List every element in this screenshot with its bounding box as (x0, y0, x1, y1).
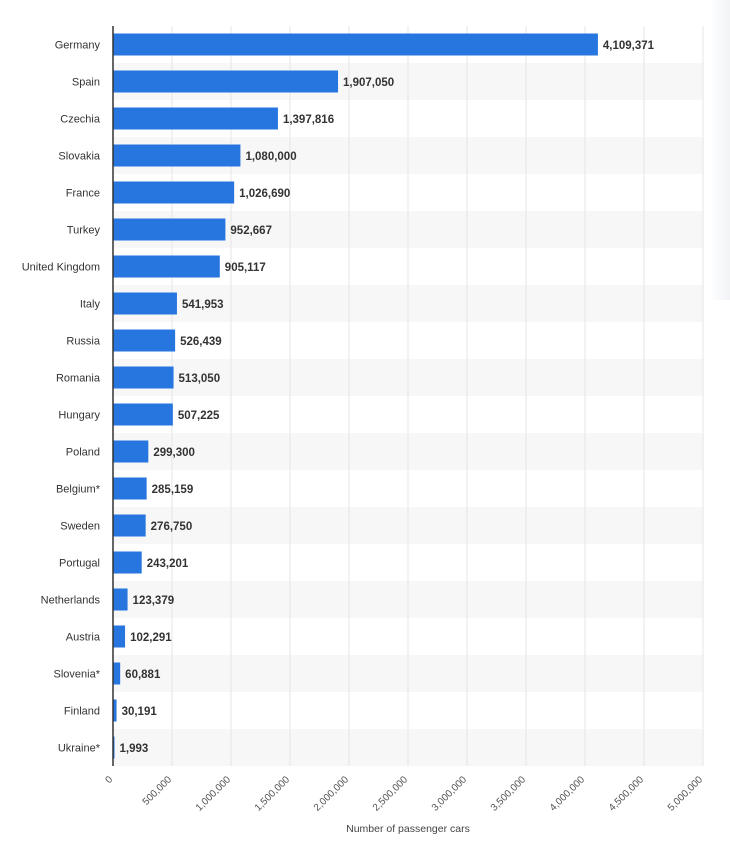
side-panel-edge (710, 0, 730, 300)
value-label: 1,026,690 (239, 188, 290, 200)
x-tick-label: 1,500,000 (253, 774, 293, 814)
value-label: 276,750 (151, 521, 193, 533)
category-labels: Germany Spain Czechia Slovakia France Turkey U… (22, 40, 101, 755)
value-label: 60,881 (125, 669, 161, 681)
category-label: Austria (66, 632, 101, 644)
category-label: Hungary (58, 410, 100, 422)
category-label: France (66, 188, 100, 200)
value-labels: 4,109,371 1,907,050 1,397,816 1,080,000 1,02… (120, 40, 655, 755)
category-label: Italy (80, 299, 101, 311)
bar-united-kingdom (113, 255, 220, 278)
value-label: 243,201 (147, 558, 189, 570)
category-label: Slovakia (58, 151, 100, 163)
bar-belgium- (113, 477, 147, 500)
category-label: Romania (56, 373, 101, 385)
x-tick-label: 0 (103, 774, 115, 786)
bar-russia (113, 329, 176, 352)
category-label: Poland (66, 447, 100, 459)
category-label: Portugal (59, 558, 100, 570)
category-label: Spain (72, 77, 100, 89)
x-tick-label: 3,000,000 (430, 774, 470, 814)
x-tick-label: 4,500,000 (607, 774, 647, 814)
bar-netherlands (113, 588, 128, 611)
bar-italy (113, 292, 177, 315)
category-label: United Kingdom (22, 262, 100, 274)
bar-spain (113, 70, 339, 93)
x-tick-label: 5,000,000 (666, 774, 706, 814)
bar-portugal (113, 551, 142, 574)
value-label: 285,159 (152, 484, 194, 496)
value-label: 1,080,000 (245, 151, 296, 163)
bar-slovakia (113, 144, 241, 167)
value-label: 4,109,371 (603, 40, 655, 52)
x-tick-label: 3,500,000 (489, 774, 529, 814)
value-label: 905,117 (225, 262, 266, 274)
bar-turkey (113, 218, 226, 241)
x-tick-label: 2,500,000 (371, 774, 411, 814)
bar-sweden (113, 514, 146, 537)
value-label: 299,300 (153, 447, 195, 459)
bar-austria (113, 625, 126, 648)
category-label: Germany (55, 40, 101, 52)
bar-finland (113, 699, 117, 722)
bar-germany (113, 33, 598, 56)
value-label: 30,191 (122, 706, 158, 718)
value-label: 507,225 (178, 410, 220, 422)
category-label: Finland (64, 706, 100, 718)
value-label: 102,291 (130, 632, 172, 644)
category-label: Netherlands (41, 595, 101, 607)
value-label: 1,907,050 (343, 77, 394, 89)
x-tick-label: 4,000,000 (548, 774, 588, 814)
category-label: Russia (66, 336, 101, 348)
bar-poland (113, 440, 149, 463)
value-label: 526,439 (180, 336, 222, 348)
x-tick-label: 2,000,000 (312, 774, 352, 814)
bars (113, 33, 598, 759)
value-label: 513,050 (179, 373, 221, 385)
category-label: Belgium* (56, 484, 101, 496)
category-label: Turkey (67, 225, 101, 237)
category-label: Sweden (60, 521, 100, 533)
category-label: Slovenia* (54, 669, 101, 681)
bar-czechia (113, 107, 278, 130)
value-label: 541,953 (182, 299, 224, 311)
x-axis-title: Number of passenger cars (346, 823, 470, 835)
x-tick-label: 500,000 (141, 774, 175, 808)
value-label: 1,397,816 (283, 114, 334, 126)
value-label: 1,993 (120, 743, 149, 755)
x-tick-labels: 0 500,000 1,000,000 1,500,000 2,000,000 2,500… (103, 774, 705, 814)
value-label: 123,379 (133, 595, 175, 607)
category-label: Czechia (60, 114, 101, 126)
bar-romania (113, 366, 174, 389)
bar-france (113, 181, 235, 204)
bar-hungary (113, 403, 173, 426)
bar-slovenia- (113, 662, 121, 685)
x-tick-label: 1,000,000 (194, 774, 234, 814)
value-label: 952,667 (230, 225, 272, 237)
category-label: Ukraine* (58, 743, 101, 755)
